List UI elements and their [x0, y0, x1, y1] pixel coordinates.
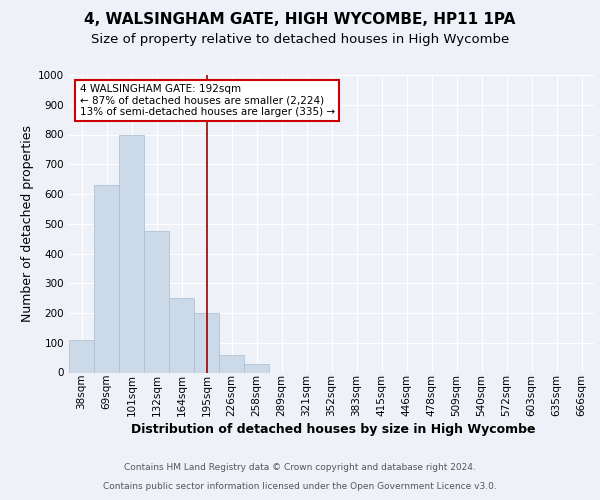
Bar	[219, 354, 244, 372]
Text: Contains public sector information licensed under the Open Government Licence v3: Contains public sector information licen…	[103, 482, 497, 491]
Bar	[169, 298, 194, 372]
Y-axis label: Number of detached properties: Number of detached properties	[21, 125, 34, 322]
Bar	[119, 134, 144, 372]
Text: Size of property relative to detached houses in High Wycombe: Size of property relative to detached ho…	[91, 32, 509, 46]
Bar	[94, 185, 119, 372]
Text: Distribution of detached houses by size in High Wycombe: Distribution of detached houses by size …	[131, 422, 535, 436]
Text: 4 WALSINGHAM GATE: 192sqm
← 87% of detached houses are smaller (2,224)
13% of se: 4 WALSINGHAM GATE: 192sqm ← 87% of detac…	[79, 84, 335, 117]
Bar	[244, 364, 269, 372]
Text: 4, WALSINGHAM GATE, HIGH WYCOMBE, HP11 1PA: 4, WALSINGHAM GATE, HIGH WYCOMBE, HP11 1…	[85, 12, 515, 28]
Bar	[69, 340, 94, 372]
Bar	[194, 313, 219, 372]
Text: Contains HM Land Registry data © Crown copyright and database right 2024.: Contains HM Land Registry data © Crown c…	[124, 464, 476, 472]
Bar	[144, 231, 169, 372]
